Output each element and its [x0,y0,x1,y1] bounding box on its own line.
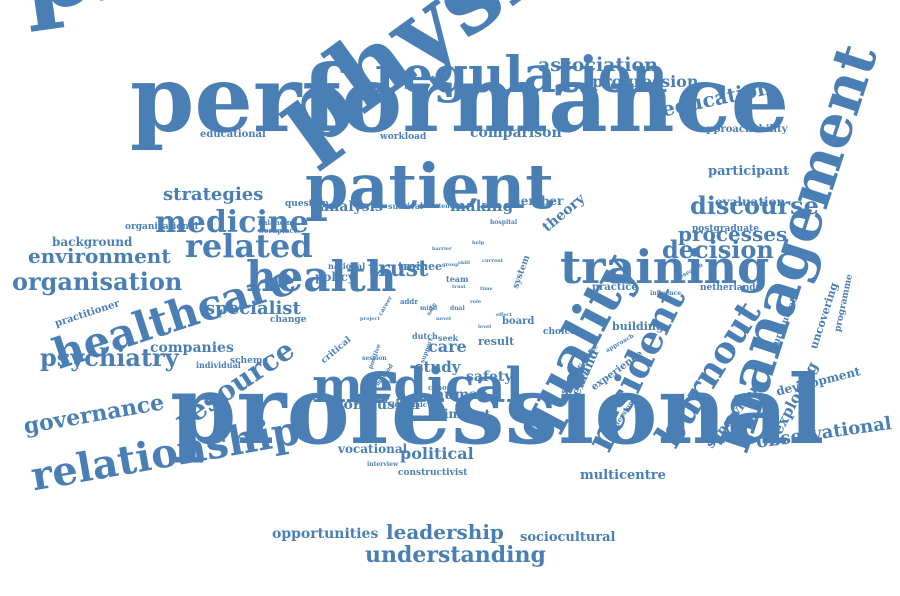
word-69: practice [592,282,638,293]
word-8: medical [312,358,524,414]
word-99: interview [367,461,399,468]
word-62: policy [315,270,355,284]
word-41: conclusion [335,397,420,413]
word-50: making [450,197,514,215]
word-77: board [502,316,535,327]
word-106: system [511,253,533,291]
word-76: result [478,335,515,348]
word-121: effect [496,312,512,318]
word-45: multicentre [580,468,666,483]
word-108: mind [420,305,438,312]
word-107: team [446,274,469,284]
word-51: analysis [320,199,383,215]
word-72: programme [833,273,856,333]
word-70: netherlands [700,283,761,293]
word-88: hospital [490,219,518,226]
word-37: participant [708,164,790,179]
word-102: session [362,355,387,362]
word-78: choice [543,327,576,337]
word-19: psychiatry [40,343,179,372]
word-84: survival [388,201,424,211]
word-81: national [328,261,366,271]
word-114: work [384,379,398,385]
word-104: project [360,316,380,322]
word-97: influence [650,290,682,297]
word-89: cohort [428,383,454,392]
word-64: impact [444,407,491,421]
word-11: health [246,252,397,301]
word-87: workplace [258,226,299,235]
word-28: processes [678,222,788,246]
word-9: training [560,240,770,294]
word-90: general [354,395,389,405]
word-122: skill [458,260,470,266]
word-86: balancing [258,218,297,227]
word-116: barrier [432,246,452,252]
word-32: specialist [205,298,301,319]
word-112: novel [436,316,451,322]
word-55: educational [200,129,266,140]
word-66: building [612,320,664,333]
word-59: background [52,235,133,249]
word-93: dutch [412,331,438,341]
word-24: trust [368,256,429,282]
word-35: care [428,337,467,356]
word-43: human [434,387,489,403]
word-36: comparison [470,125,562,141]
word-23: environment [28,244,171,268]
word-1: performance [130,45,790,153]
word-42: safety [466,369,513,385]
word-80: individual [196,360,241,370]
word-58: sociocultural [520,530,616,545]
word-52: member [508,194,564,208]
word-25: understanding [365,542,546,568]
word-2: professional [170,355,825,466]
word-120: role [470,299,482,305]
word-74: constructivist [398,468,468,478]
word-92: seek [438,333,459,343]
word-109: addr [400,297,419,306]
word-117: current [482,258,504,264]
word-111: dual [450,305,465,312]
word-30: association [538,54,658,76]
word-85: attention [432,203,464,210]
word-123: level [478,324,492,330]
word-115: group [442,262,459,268]
word-91: academic [390,400,428,409]
word-20: governance [21,389,167,440]
word-26: leadership [386,520,504,544]
word-39: political [400,444,474,463]
word-79: scheme [230,356,269,366]
word-21: decision [662,235,774,264]
word-22: discourse [690,191,819,220]
word-18: organisation [12,267,183,296]
word-83: change [270,315,307,325]
word-46: evaluation [715,195,786,209]
word-61: question [285,199,329,209]
word-82: trainee [398,260,443,273]
word-31: progression [592,72,699,91]
word-56: workload [380,132,427,142]
word-27: strategies [163,184,264,205]
word-38: companies [150,340,234,356]
word-54: approachability [700,124,788,135]
word-119: time [480,286,493,292]
word-60: organisational [125,222,199,232]
word-71: postgraduate [692,224,759,234]
word-57: opportunities [272,526,379,542]
word-118: trust [452,284,466,290]
word-5: patient [305,150,554,223]
word-6: regulation [375,45,668,104]
word-16: related [185,227,313,265]
word-113: help [472,240,485,246]
word-15: medicine [155,205,309,240]
word-40: study [415,358,461,376]
word-53: vocational [338,442,408,456]
